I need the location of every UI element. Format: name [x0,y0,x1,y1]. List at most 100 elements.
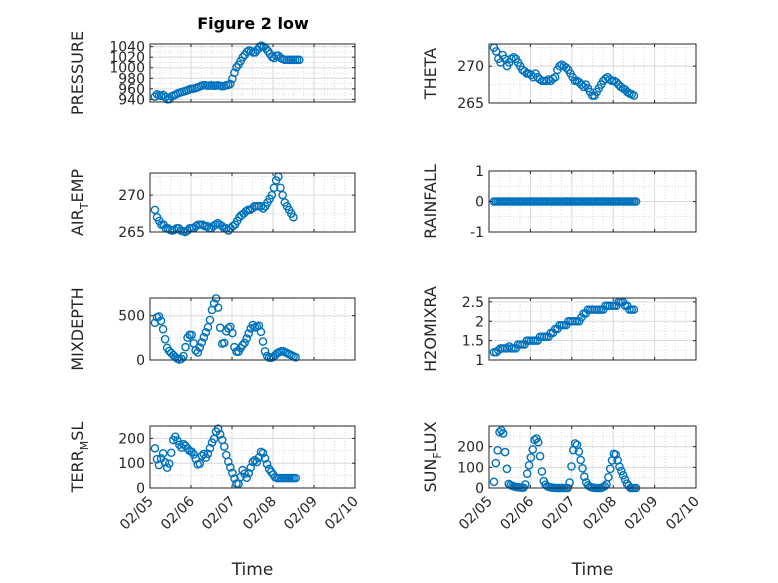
data-point [289,212,298,222]
y-axis-label: RAINFALL [421,164,440,239]
data-point [152,454,162,464]
x-axis-label: Time [571,560,614,580]
x-tick-label: 02/10 [663,494,703,534]
figure-title: Figure 2 low [197,14,309,33]
data-point [256,327,266,337]
data-point [193,348,203,357]
y-axis-label: SUNFLUX [421,421,444,492]
x-tick-label: 02/06 [497,493,537,533]
panel-4: -1 0 1 RAINFALL [421,164,697,241]
data-point [197,337,207,347]
data-point [205,443,215,453]
data-point [251,47,260,57]
y-axis-label: MIXDEPTH [68,287,87,370]
data-point [576,455,585,465]
y-tick-label: -1 [470,225,484,241]
axes-box [149,425,356,489]
x-tick-label: 02/06 [158,493,198,533]
panel-3: 265 270 AIRTEMP [68,169,356,241]
y-axis-label: AIRTEMP [68,169,91,236]
data-point [278,190,287,200]
data-point [291,353,300,362]
data-point [580,472,589,482]
y-tick-label: 940 [118,92,145,108]
data-point [238,340,247,350]
data-point [507,54,516,64]
axes-box [149,172,356,233]
data-point [213,424,223,433]
data-point [502,464,512,474]
data-point [509,52,518,62]
data-point [550,72,560,82]
data-point [224,457,233,466]
data-point [160,457,170,467]
data-point [215,430,225,439]
data-point [524,460,534,470]
data-point [269,53,279,63]
data-point [291,473,300,483]
data-point [240,469,249,478]
x-tick-label: 02/05 [456,494,496,534]
data-point [258,448,268,458]
data-point [199,332,209,342]
data-point [225,79,235,89]
axes-box [488,43,697,104]
x-tick-label: 02/08 [580,494,620,534]
y-tick-label: 0 [475,481,484,497]
data-point [244,468,254,478]
data-point [150,92,160,102]
y-tick-label: 270 [118,188,145,204]
y-tick-label: 265 [118,225,145,241]
data-point [195,343,205,352]
data-point [567,462,576,471]
y-tick-label: 980 [118,71,145,87]
data-point [213,303,223,312]
data-point [535,451,545,461]
y-tick-label: 0 [136,481,145,497]
data-point [248,320,258,330]
data-point [217,221,227,231]
data-point [498,429,508,438]
data-point [629,305,639,314]
data-point [187,330,196,340]
data-point [629,91,639,100]
data-point [620,475,630,484]
data-point [561,63,571,72]
x-axis-label: Time [231,560,274,580]
data-point [520,66,529,76]
y-axis-label: PRESSURE [68,31,87,115]
y-tick-label: 0 [136,353,145,369]
data-point [618,470,628,480]
y-axis-label: THETA [421,48,440,100]
axes-box [488,425,697,489]
data-point [258,337,268,346]
data-point [230,474,239,483]
y-tick-label: 0 [475,195,484,211]
x-tick-label: 02/10 [322,494,362,534]
data-point [242,473,251,483]
data-point [578,464,587,473]
data-point [198,220,207,229]
data-point [604,472,613,482]
x-tick-label: 02/07 [199,494,239,534]
data-point [248,457,258,467]
data-point [522,469,532,478]
data-point [565,478,574,487]
x-tick-label: 02/09 [281,494,321,534]
y-tick-label: 500 [118,309,145,325]
data-point [150,205,160,215]
data-point [240,338,249,348]
data-point [242,334,251,343]
y-tick-label: 100 [118,456,145,472]
panel-6: 1 1.5 2 2.5 H2OMIXRA [421,286,697,372]
data-point [623,87,632,97]
data-point [491,47,501,56]
data-point [246,463,256,472]
y-tick-label: 1 [475,353,484,369]
y-tick-label: 200 [457,440,484,456]
data-point [261,44,271,53]
data-point [500,447,510,457]
data-point [189,450,198,459]
